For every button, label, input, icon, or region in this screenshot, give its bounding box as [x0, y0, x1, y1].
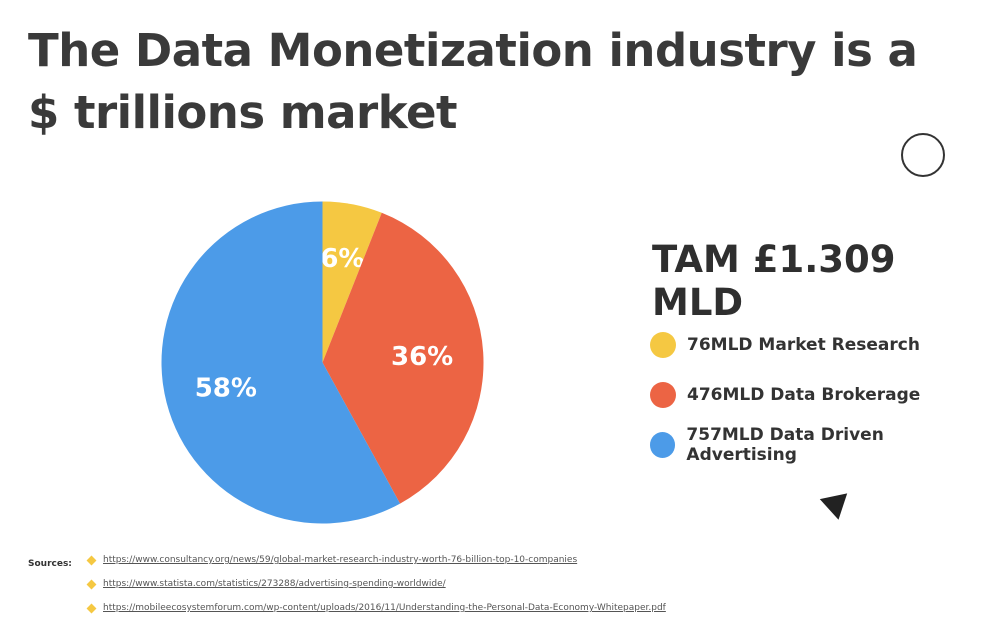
sources-label: Sources: [28, 559, 72, 569]
legend-dot [650, 382, 676, 408]
source-item: https://www.consultancy.org/news/59/glob… [86, 555, 578, 565]
source-link[interactable]: https://www.statista.com/statistics/2732… [103, 579, 446, 589]
chart-legend: 76MLD Market Research 476MLD Data Broker… [650, 320, 993, 470]
pie-slice-data-driven-advertising [161, 201, 401, 524]
pie-label-market-research: 6% [320, 244, 364, 274]
source-item: https://www.statista.com/statistics/2732… [86, 579, 446, 589]
pie-label-data-brokerage: 36% [391, 342, 453, 372]
legend-item-data-driven-advertising: 757MLD Data Driven Advertising [650, 420, 993, 470]
legend-item-market-research: 76MLD Market Research [650, 320, 993, 370]
diamond-bullet-icon [86, 579, 97, 589]
cursor-arrow-icon [819, 493, 853, 523]
legend-label: 76MLD Market Research [687, 335, 920, 355]
pie-chart: 6% 36% 58% [161, 201, 484, 524]
tam-heading: TAM £1.309 MLD [652, 238, 896, 324]
pie-slice-market-research [322, 201, 382, 363]
pie-slice-data-brokerage [322, 212, 484, 504]
source-link[interactable]: https://mobileecosystemforum.com/wp-cont… [103, 603, 666, 613]
diamond-bullet-icon [86, 555, 97, 565]
pie-label-data-driven-advertising: 58% [195, 373, 257, 403]
title-line-1: The Data Monetization industry is a [28, 24, 918, 77]
legend-label: 757MLD Data Driven Advertising [686, 425, 884, 465]
legend-item-data-brokerage: 476MLD Data Brokerage [650, 370, 993, 420]
title-line-2: $ trillions market [28, 86, 457, 139]
source-link[interactable]: https://www.consultancy.org/news/59/glob… [103, 555, 578, 565]
diamond-bullet-icon [86, 603, 97, 613]
legend-dot [650, 332, 676, 358]
decorative-circle-icon [901, 133, 945, 177]
source-item: https://mobileecosystemforum.com/wp-cont… [86, 603, 666, 613]
legend-dot [650, 432, 676, 458]
page-title: The Data Monetization industry is a $ tr… [28, 20, 928, 144]
legend-label: 476MLD Data Brokerage [687, 385, 921, 405]
